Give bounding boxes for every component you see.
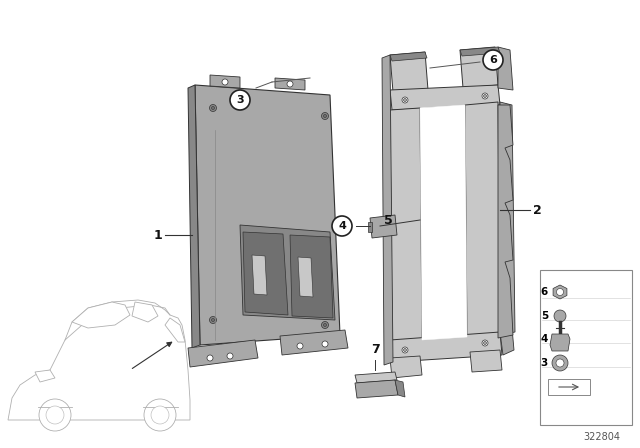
Circle shape [402,97,408,103]
Polygon shape [275,78,305,90]
FancyBboxPatch shape [540,270,632,425]
Circle shape [323,323,326,327]
Circle shape [222,79,228,85]
Circle shape [144,399,176,431]
Circle shape [297,343,303,349]
Circle shape [227,353,233,359]
Polygon shape [395,380,405,397]
Text: 5: 5 [384,214,393,227]
Polygon shape [550,334,570,351]
Polygon shape [210,75,240,88]
Circle shape [230,90,250,110]
Text: 322804: 322804 [583,432,620,442]
Circle shape [482,340,488,346]
Circle shape [554,310,566,322]
Polygon shape [355,380,398,398]
Polygon shape [500,102,515,335]
Polygon shape [370,215,397,238]
Polygon shape [460,47,500,56]
Polygon shape [35,370,55,382]
Text: 3: 3 [541,358,548,368]
Polygon shape [8,305,190,420]
Polygon shape [420,105,467,340]
Polygon shape [280,330,348,355]
Polygon shape [243,232,288,315]
Circle shape [323,115,326,117]
Text: 3: 3 [236,95,244,105]
Circle shape [556,359,564,367]
Circle shape [39,399,71,431]
Text: 7: 7 [371,343,380,356]
Circle shape [403,99,406,102]
Polygon shape [72,302,130,328]
Polygon shape [390,108,422,342]
Polygon shape [498,47,513,90]
Circle shape [321,322,328,328]
Polygon shape [195,85,340,345]
Text: 2: 2 [533,203,541,216]
Polygon shape [132,302,158,322]
Circle shape [552,355,568,371]
Polygon shape [390,85,500,110]
Polygon shape [553,285,567,299]
Polygon shape [368,222,372,232]
Text: 5: 5 [541,311,548,321]
Circle shape [322,341,328,347]
Circle shape [211,107,214,109]
Circle shape [46,406,64,424]
Text: 4: 4 [541,334,548,344]
Polygon shape [390,356,422,378]
Circle shape [207,355,213,361]
Circle shape [482,93,488,99]
Text: 1: 1 [153,228,162,241]
Circle shape [211,319,214,322]
Polygon shape [298,257,313,297]
Polygon shape [290,235,333,318]
Polygon shape [390,52,428,92]
Circle shape [557,289,563,296]
Polygon shape [390,52,427,61]
Polygon shape [252,255,267,295]
Circle shape [209,316,216,323]
Polygon shape [498,105,513,338]
Polygon shape [470,350,502,372]
Circle shape [483,341,486,345]
Circle shape [402,347,408,353]
Polygon shape [460,47,498,88]
Polygon shape [165,318,185,342]
Circle shape [287,81,293,87]
Text: 6: 6 [541,287,548,297]
Text: 6: 6 [489,55,497,65]
Circle shape [321,112,328,120]
Circle shape [403,349,406,352]
Circle shape [332,216,352,236]
Text: 4: 4 [338,221,346,231]
Polygon shape [188,340,258,367]
Polygon shape [240,225,335,320]
Polygon shape [355,372,397,383]
Polygon shape [382,55,393,365]
Polygon shape [500,328,514,355]
Circle shape [209,104,216,112]
Polygon shape [548,379,590,395]
Circle shape [151,406,169,424]
Circle shape [483,95,486,98]
Circle shape [483,50,503,70]
Polygon shape [188,85,200,348]
Polygon shape [390,332,502,362]
Polygon shape [465,102,500,337]
